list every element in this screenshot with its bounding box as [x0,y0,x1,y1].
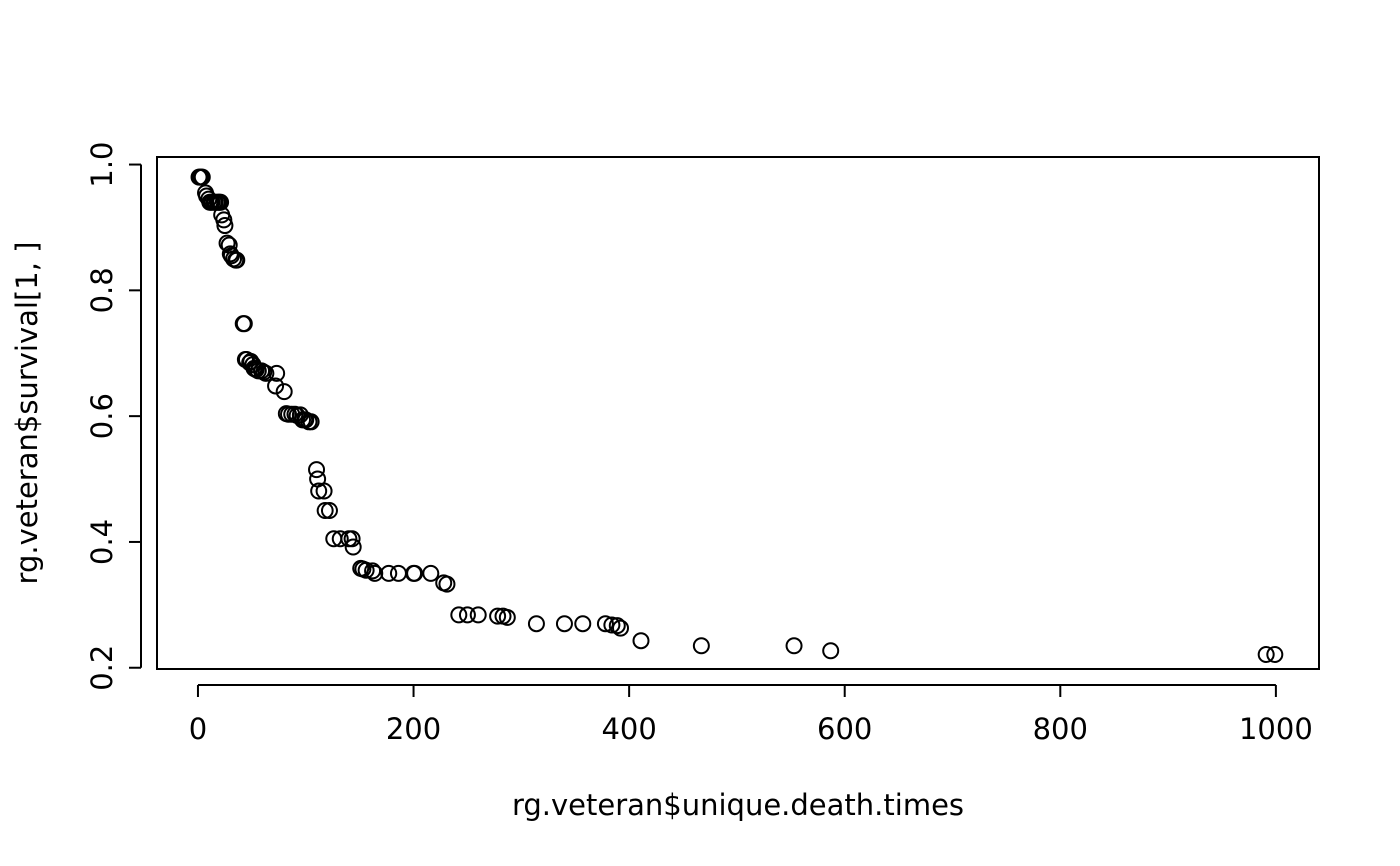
x-axis: 0 200 400 600 800 1000 [189,684,1313,746]
y-tick-label: 0.6 [85,393,119,439]
data-point [357,561,375,579]
y-tick-label: 0.2 [85,645,119,691]
x-tick-label: 600 [817,712,872,746]
data-point [380,564,398,582]
data-point [216,217,234,235]
data-point [228,251,246,269]
data-point [574,615,592,633]
data-point [193,168,211,186]
data-point [596,615,614,633]
y-tick-label: 0.8 [85,267,119,313]
data-point [222,247,240,265]
data-point [608,617,626,635]
data-point [458,606,476,624]
data-point [822,642,840,660]
data-point [469,606,487,624]
y-tick-label: 0.4 [85,519,119,565]
data-point [1266,646,1284,664]
data-point [692,637,710,655]
data-point [212,193,230,211]
data-point [344,538,362,556]
data-point [310,482,328,500]
data-point [406,564,424,582]
data-point [438,575,456,593]
data-point [302,413,320,431]
x-tick-label: 800 [1033,712,1088,746]
data-point [489,607,507,625]
plot-frame [156,156,1320,670]
data-point [527,615,545,633]
data-point [612,619,630,637]
x-tick-label: 1000 [1239,712,1313,746]
data-point [450,606,468,624]
data-point [632,632,650,650]
data-point [603,616,621,634]
data-point [275,383,293,401]
data-point [308,461,326,479]
data-point [331,530,349,548]
x-tick-label: 400 [601,712,656,746]
data-point [364,562,382,580]
data-point [315,482,333,500]
data-point [215,211,233,229]
data-points [190,168,1284,664]
data-point [422,564,440,582]
y-axis-label: rg.veteran$survival[1, ] [10,242,44,585]
data-point [316,501,334,519]
data-point [268,364,286,382]
data-point [343,530,361,548]
data-point [1257,646,1275,664]
data-point [320,501,338,519]
data-point [785,637,803,655]
data-point [555,615,573,633]
y-tick-label: 1.0 [85,141,119,187]
x-axis-label: rg.veteran$unique.death.times [512,788,964,822]
data-point [498,608,516,626]
y-axis: 0.2 0.4 0.6 0.8 1.0 [85,141,142,691]
data-point [267,377,285,395]
x-tick-label: 0 [189,712,207,746]
data-point [257,364,275,382]
data-point [235,315,253,333]
x-tick-label: 200 [386,712,441,746]
